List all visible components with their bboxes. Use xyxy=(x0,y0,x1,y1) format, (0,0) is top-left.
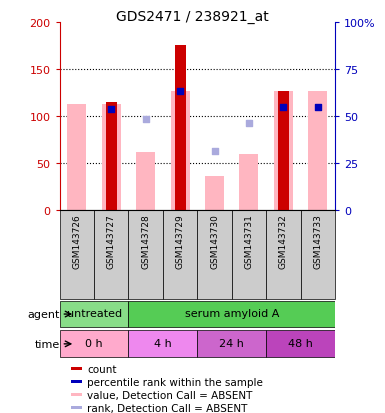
Text: 48 h: 48 h xyxy=(288,338,313,349)
Text: 24 h: 24 h xyxy=(219,338,244,349)
Text: 4 h: 4 h xyxy=(154,338,172,349)
Text: untreated: untreated xyxy=(67,309,122,319)
Text: percentile rank within the sample: percentile rank within the sample xyxy=(87,377,263,387)
Bar xyxy=(60,301,129,328)
Bar xyxy=(163,211,197,299)
Text: serum amyloid A: serum amyloid A xyxy=(184,309,279,319)
Bar xyxy=(71,368,82,370)
Bar xyxy=(71,380,82,383)
Text: rank, Detection Call = ABSENT: rank, Detection Call = ABSENT xyxy=(87,403,248,413)
Bar xyxy=(274,92,293,211)
Text: time: time xyxy=(34,339,60,349)
Text: GSM143730: GSM143730 xyxy=(210,213,219,268)
Bar xyxy=(60,211,94,299)
Bar xyxy=(94,211,129,299)
Point xyxy=(211,148,218,155)
Bar xyxy=(106,102,117,211)
Bar xyxy=(301,211,335,299)
Bar xyxy=(239,154,258,211)
Bar xyxy=(71,394,82,396)
Point xyxy=(280,104,286,111)
Point xyxy=(177,89,183,95)
Bar xyxy=(129,301,335,328)
Bar xyxy=(308,91,327,211)
Text: GSM143732: GSM143732 xyxy=(279,213,288,268)
Bar xyxy=(129,331,197,357)
Text: agent: agent xyxy=(27,309,60,319)
Bar xyxy=(232,211,266,299)
Text: count: count xyxy=(87,364,117,374)
Bar xyxy=(175,46,186,211)
Text: 0 h: 0 h xyxy=(85,338,103,349)
Bar xyxy=(171,92,189,211)
Text: GSM143728: GSM143728 xyxy=(141,213,150,268)
Point xyxy=(108,107,114,114)
Bar xyxy=(197,331,266,357)
Point xyxy=(246,121,252,128)
Text: value, Detection Call = ABSENT: value, Detection Call = ABSENT xyxy=(87,389,253,400)
Bar xyxy=(67,104,86,211)
Bar xyxy=(136,152,155,211)
Text: GSM143726: GSM143726 xyxy=(72,213,81,268)
Bar xyxy=(266,331,335,357)
Point xyxy=(315,104,321,111)
Point xyxy=(142,116,149,123)
Text: GDS2471 / 238921_at: GDS2471 / 238921_at xyxy=(116,10,269,24)
Bar xyxy=(129,211,163,299)
Text: GSM143729: GSM143729 xyxy=(176,213,185,268)
Text: GSM143727: GSM143727 xyxy=(107,213,116,268)
Bar xyxy=(278,91,289,211)
Bar xyxy=(266,211,301,299)
Bar xyxy=(197,211,232,299)
Text: GSM143731: GSM143731 xyxy=(244,213,253,268)
Text: GSM143733: GSM143733 xyxy=(313,213,322,268)
Bar xyxy=(205,177,224,211)
Bar xyxy=(60,331,129,357)
Bar xyxy=(102,104,121,211)
Bar xyxy=(71,406,82,409)
